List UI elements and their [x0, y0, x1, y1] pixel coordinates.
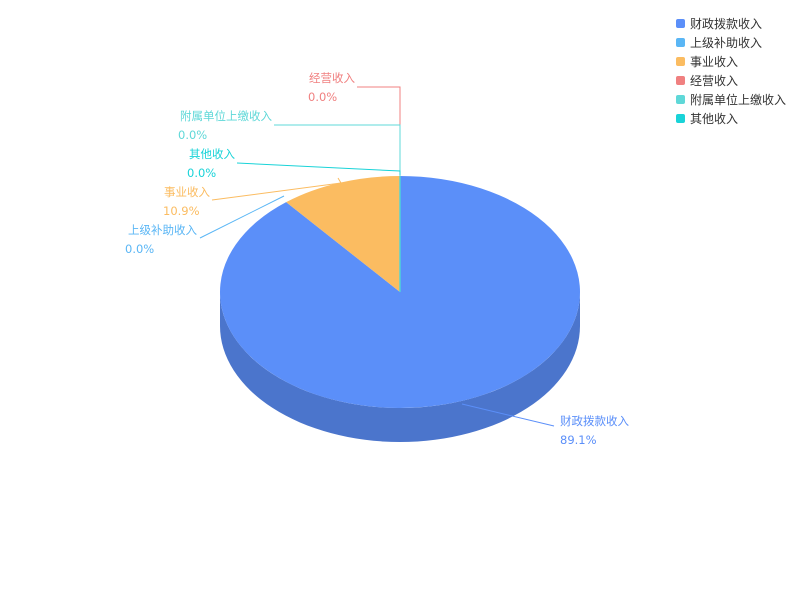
- legend-swatch: [676, 95, 685, 104]
- pie-slice-side: [220, 292, 580, 442]
- slice-value-label: 0.0%: [308, 90, 337, 104]
- legend-item[interactable]: 其他收入: [676, 109, 786, 128]
- legend-label: 财政拨款收入: [690, 17, 763, 31]
- legend-label: 事业收入: [690, 55, 739, 69]
- legend-label: 上级补助收入: [690, 36, 763, 50]
- slice-label: 上级补助收入: [128, 223, 197, 237]
- legend-swatch: [676, 19, 685, 28]
- legend-item[interactable]: 事业收入: [676, 52, 786, 71]
- slice-value-label: 0.0%: [125, 242, 154, 256]
- legend-item[interactable]: 经营收入: [676, 71, 786, 90]
- label-leader-line: [461, 403, 555, 427]
- legend-label: 经营收入: [690, 74, 739, 88]
- legend-item[interactable]: 附属单位上缴收入: [676, 90, 786, 109]
- label-leader-line: [211, 177, 342, 201]
- legend: 财政拨款收入 上级补助收入 事业收入 经营收入 附属单位上缴收入 其他收入: [676, 14, 786, 128]
- slice-value-label: 0.0%: [178, 128, 207, 142]
- legend-swatch: [676, 76, 685, 85]
- label-leader-line: [199, 195, 285, 239]
- label-leader-line: [274, 124, 401, 292]
- slice-label: 经营收入: [309, 71, 355, 85]
- pie-labels: 财政拨款收入 89.1% 上级补助收入 0.0% 事业收入 10.9% 经营收入 0.0% 附属…: [125, 71, 629, 447]
- pie-slice: [286, 176, 400, 292]
- label-leader-line: [236, 162, 401, 175]
- legend-swatch: [676, 38, 685, 47]
- legend-label: 附属单位上缴收入: [690, 93, 787, 107]
- legend-swatch: [676, 114, 685, 123]
- legend-label: 其他收入: [690, 112, 739, 126]
- slice-label: 事业收入: [164, 185, 210, 199]
- slice-value-label: 0.0%: [187, 166, 216, 180]
- slice-value-label: 89.1%: [560, 433, 597, 447]
- slice-label: 财政拨款收入: [560, 414, 629, 428]
- legend-item[interactable]: 财政拨款收入: [676, 14, 786, 33]
- slice-value-label: 10.9%: [163, 204, 200, 218]
- legend-swatch: [676, 57, 685, 66]
- slice-label: 其他收入: [189, 147, 235, 161]
- slice-label: 附属单位上缴收入: [180, 109, 272, 123]
- legend-item[interactable]: 上级补助收入: [676, 33, 786, 52]
